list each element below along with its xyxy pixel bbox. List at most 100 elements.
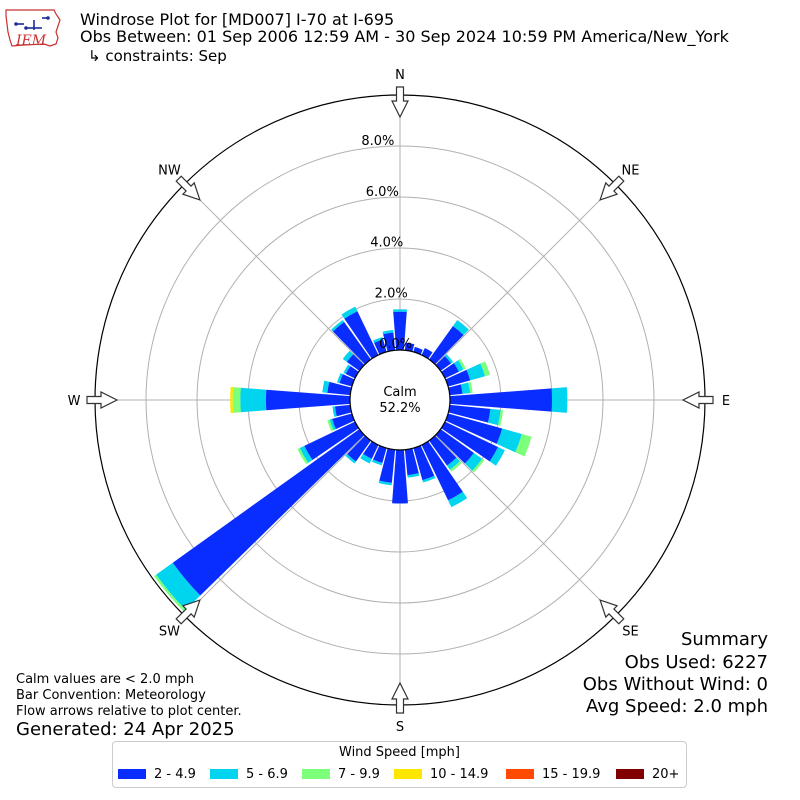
windrose-bar-segment bbox=[448, 491, 468, 508]
windrose-bar-segment bbox=[435, 356, 452, 371]
legend-swatch bbox=[118, 769, 146, 779]
grid-spoke bbox=[183, 435, 365, 617]
windrose-bar-segment bbox=[496, 428, 522, 453]
windrose-bar-segment bbox=[232, 387, 241, 413]
direction-label: W bbox=[68, 394, 81, 409]
grid-spoke bbox=[435, 183, 617, 365]
windrose-bar-segment bbox=[422, 475, 436, 483]
windrose-bar-segment bbox=[331, 319, 345, 332]
windrose-bar-segment bbox=[172, 429, 365, 596]
flow-arrow-icon bbox=[391, 681, 409, 714]
windrose-bar-segment bbox=[393, 309, 407, 313]
windrose-bar-segment bbox=[240, 387, 267, 413]
svg-text:IEM: IEM bbox=[15, 33, 47, 49]
windrose-bar-segment bbox=[363, 441, 379, 459]
summary-title: Summary bbox=[681, 629, 768, 650]
generated-date: Generated: 24 Apr 2025 bbox=[16, 719, 235, 740]
calm-circle bbox=[349, 349, 451, 451]
iowa-state-outline-icon: IEM bbox=[5, 9, 61, 49]
windrose-bar-segment bbox=[392, 449, 408, 504]
windrose-bar-segment bbox=[448, 384, 463, 396]
windrose-bar-segment bbox=[441, 421, 498, 462]
windrose-bar-segment bbox=[337, 373, 343, 384]
radial-tick-label: 6.0% bbox=[366, 185, 399, 200]
radial-tick-labels: 0.0% 2.0% 4.0% 6.0% 8.0% bbox=[361, 134, 412, 352]
windrose-bar-segment bbox=[371, 459, 383, 466]
windrose-bar-segment bbox=[332, 413, 355, 430]
windrose-bar-segment bbox=[379, 448, 396, 483]
windrose-bar-segment bbox=[382, 329, 394, 335]
legend-swatch bbox=[394, 769, 422, 779]
windrose-bar-segment bbox=[156, 562, 201, 610]
windrose-bar-segment bbox=[339, 374, 355, 387]
windrose-bar-segment bbox=[343, 364, 351, 374]
windrose-bar-segment bbox=[429, 326, 464, 365]
flow-arrows bbox=[86, 86, 714, 714]
direction-label: SE bbox=[622, 625, 638, 640]
legend-swatch bbox=[302, 769, 330, 779]
windrose-bar-segment bbox=[466, 363, 485, 381]
windrose-bar-segment bbox=[407, 473, 420, 478]
windrose-bar-segment bbox=[373, 337, 384, 343]
windrose-bar-segment bbox=[346, 354, 365, 371]
summary-obs-used: Obs Used: 6227 bbox=[624, 652, 768, 673]
windrose-bar-segment bbox=[378, 480, 392, 486]
windrose-bar-segment bbox=[297, 448, 309, 465]
windrose-bar-segment bbox=[487, 408, 501, 426]
radial-tick-label: 8.0% bbox=[361, 134, 394, 149]
windrose-bar-segment bbox=[515, 434, 532, 457]
windrose-bar-segment bbox=[342, 350, 354, 362]
legend: Wind Speed [mph] 2 - 4.9 5 - 6.9 7 - 9.9… bbox=[112, 741, 687, 788]
legend-item: 7 - 9.9 bbox=[302, 767, 380, 782]
flow-arrow-icon bbox=[86, 391, 119, 409]
windrose-bar-segment bbox=[347, 435, 371, 462]
legend-title: Wind Speed [mph] bbox=[339, 745, 460, 760]
windrose-bar-segment bbox=[449, 461, 462, 472]
windrose-bar-segment bbox=[413, 445, 435, 481]
windrose-bars bbox=[154, 306, 568, 612]
windrose-bar-segment bbox=[441, 363, 459, 379]
windrose-bar-segment bbox=[468, 381, 473, 394]
windrose-bar-segment bbox=[452, 319, 469, 336]
direction-label: NE bbox=[622, 163, 640, 178]
windrose-bar-segment bbox=[393, 311, 407, 351]
windrose-bar-segment bbox=[341, 306, 358, 319]
windrose-bar-segment bbox=[458, 358, 466, 370]
windrose-bar-segment bbox=[327, 419, 334, 432]
windrose-bar-segment bbox=[460, 382, 471, 394]
windrose-bar-segment bbox=[322, 380, 330, 393]
windrose-bar-segment bbox=[446, 457, 460, 470]
flow-arrow-icon bbox=[599, 175, 625, 201]
iem-logo: IEM bbox=[4, 6, 62, 50]
windrose-bar-segment bbox=[472, 458, 485, 473]
windrose-bar-segment bbox=[413, 346, 423, 355]
chart-subtitle: Obs Between: 01 Sep 2006 12:59 AM - 30 S… bbox=[80, 27, 729, 46]
chart-title: Windrose Plot for [MD007] I-70 at I-695 bbox=[80, 10, 395, 29]
legend-item: 5 - 6.9 bbox=[210, 767, 288, 782]
bar-convention-note: Bar Convention: Meteorology bbox=[16, 688, 206, 703]
windrose-bar-segment bbox=[329, 418, 336, 431]
windrose-bar-segment bbox=[304, 421, 359, 460]
direction-label: NW bbox=[158, 163, 181, 178]
windrose-bar-segment bbox=[551, 387, 568, 413]
grid-spoke bbox=[435, 435, 617, 617]
windrose-bar-segment bbox=[421, 441, 463, 501]
windrose-bar-segment bbox=[373, 445, 387, 463]
constraints-label: ↳ constraints: Sep bbox=[88, 47, 227, 65]
calm-label: Calm bbox=[383, 385, 416, 400]
summary-avg-speed: Avg Speed: 2.0 mph bbox=[586, 696, 768, 717]
legend-item: 20+ bbox=[616, 767, 679, 782]
radial-tick-label: 0.0% bbox=[379, 337, 412, 352]
windrose-bar-segment bbox=[332, 406, 337, 417]
windrose-bar-segment bbox=[265, 389, 351, 411]
direction-label: SW bbox=[159, 625, 180, 640]
windrose-bar-segment bbox=[404, 448, 419, 476]
direction-label: E bbox=[722, 394, 730, 409]
calm-value: 52.2% bbox=[379, 401, 420, 416]
windrose-bar-segment bbox=[332, 322, 371, 365]
flow-arrow-icon bbox=[391, 86, 409, 119]
windrose-bar-segment bbox=[345, 453, 357, 464]
windrose-bar-segment bbox=[230, 386, 234, 414]
flow-arrow-icon bbox=[599, 599, 625, 625]
